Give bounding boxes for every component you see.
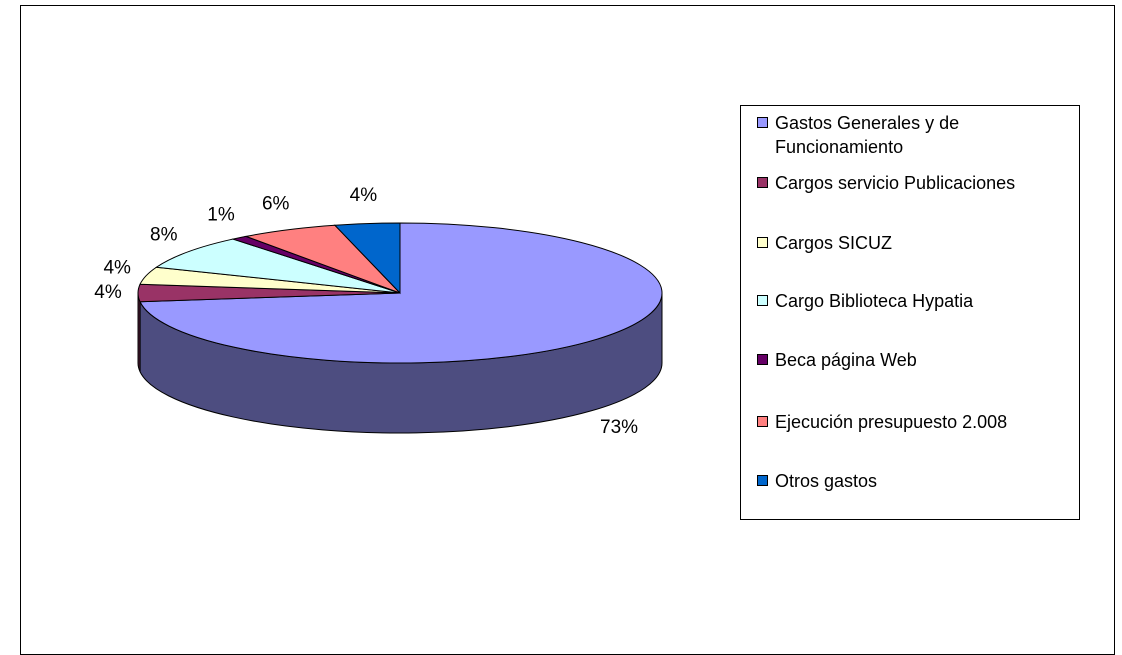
pie-side xyxy=(137,292,141,372)
data-label: 4% xyxy=(103,258,131,279)
legend-label: Gastos Generales y de Funcionamiento xyxy=(775,113,960,157)
legend-item: Ejecución presupuesto 2.008 xyxy=(757,410,1077,434)
legend-swatch xyxy=(757,475,768,486)
data-label: 4% xyxy=(94,282,122,303)
legend-label: Ejecución presupuesto 2.008 xyxy=(775,412,1008,432)
legend-item: Gastos Generales y de Funcionamiento xyxy=(757,111,1077,159)
pie-slice xyxy=(333,222,401,295)
legend-swatch xyxy=(757,354,768,365)
legend-item: Cargo Biblioteca Hypatia xyxy=(757,289,1077,313)
legend-label: Beca página Web xyxy=(775,350,917,370)
legend: Gastos Generales y de Funcionamiento Carg… xyxy=(740,105,1080,520)
legend-label: Cargos SICUZ xyxy=(775,233,893,253)
data-label: 8% xyxy=(150,224,178,245)
data-label: 6% xyxy=(262,193,290,214)
legend-swatch xyxy=(757,237,768,248)
legend-swatch xyxy=(757,177,768,188)
legend-swatch xyxy=(757,117,768,128)
legend-item: Beca página Web xyxy=(757,348,1077,372)
legend-label: Cargos servicio Publicaciones xyxy=(775,173,1016,193)
legend-item: Otros gastos xyxy=(757,469,1077,493)
pie-slice xyxy=(154,238,401,294)
data-label: 73% xyxy=(600,417,638,438)
legend-label: Cargo Biblioteca Hypatia xyxy=(775,291,974,311)
legend-swatch xyxy=(757,416,768,427)
legend-item: Cargos servicio Publicaciones xyxy=(757,171,1077,195)
legend-item: Cargos SICUZ xyxy=(757,231,1077,255)
data-label: 4% xyxy=(350,185,378,206)
pie-slice xyxy=(139,222,663,364)
data-label: 1% xyxy=(207,205,235,226)
legend-label: Otros gastos xyxy=(775,471,878,491)
legend-swatch xyxy=(757,295,768,306)
